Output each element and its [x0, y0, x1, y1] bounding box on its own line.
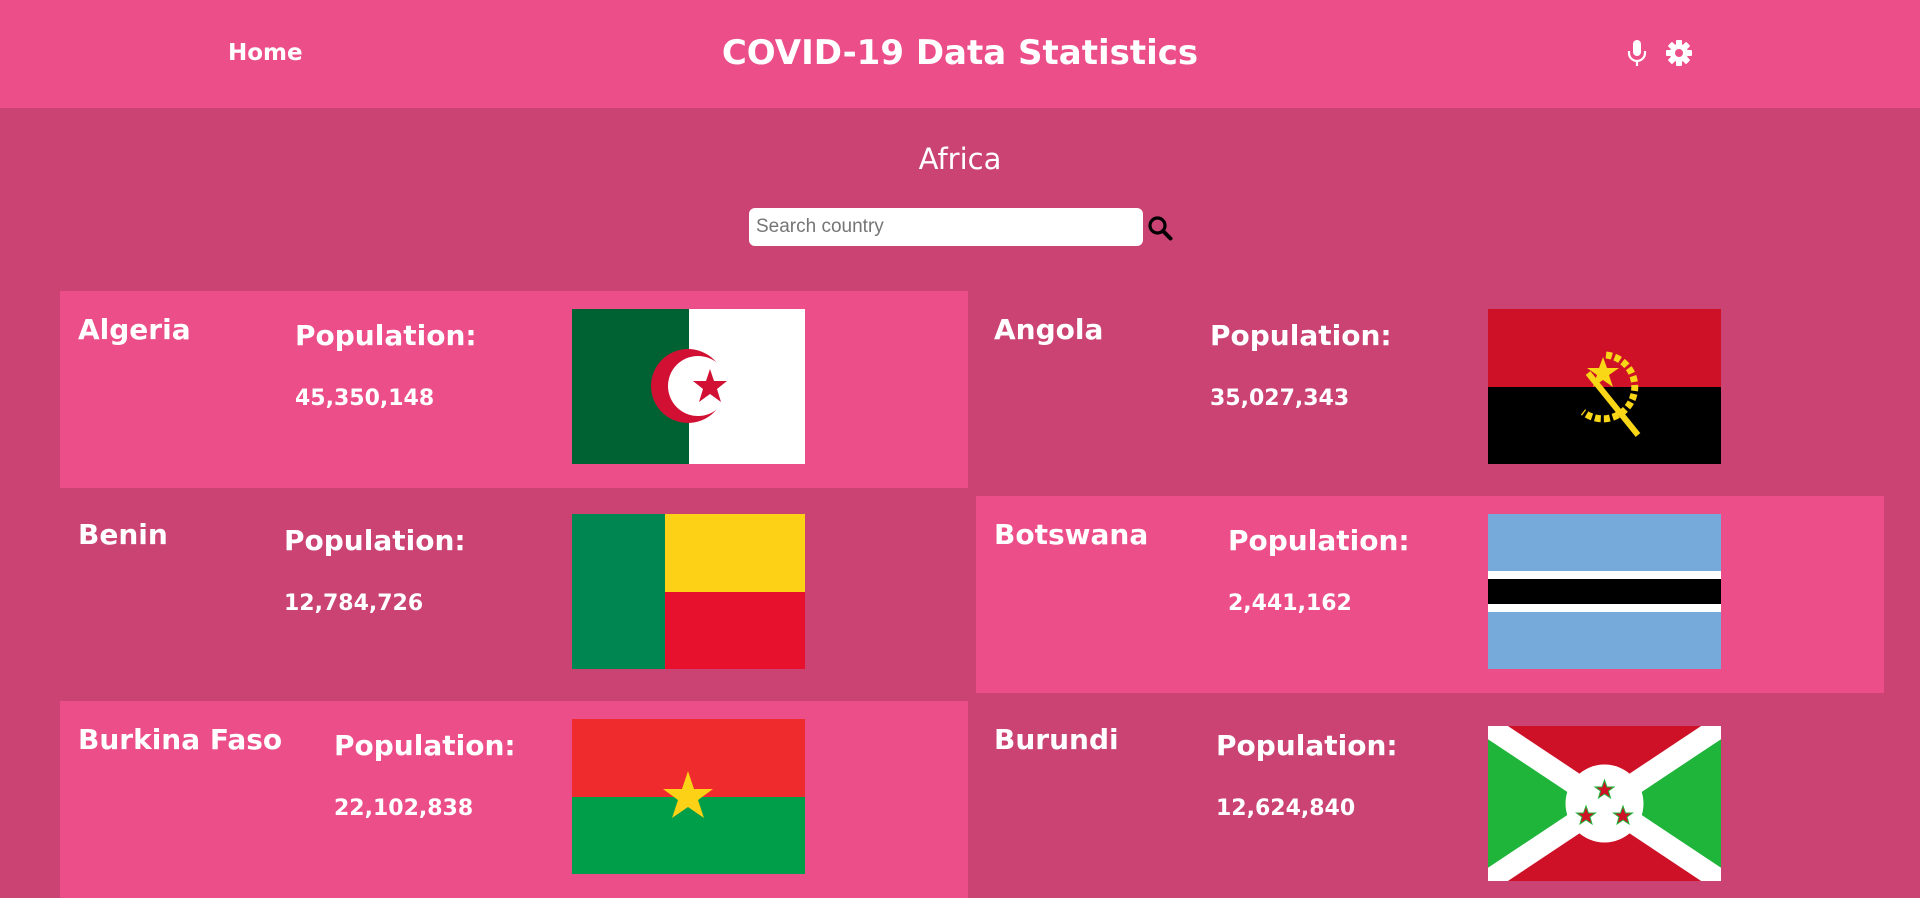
country-card-burundi[interactable]: Burundi Population: 12,624,840 [976, 701, 1884, 898]
burundi-flag [1488, 726, 1721, 881]
home-link[interactable]: Home [228, 40, 303, 66]
population-value: 12,624,840 [1216, 796, 1356, 821]
population-label: Population: [1210, 319, 1392, 352]
population-label: Population: [1228, 524, 1410, 557]
burkina-faso-flag [572, 719, 805, 874]
algeria-flag [572, 309, 805, 464]
app-title: COVID-19 Data Statistics [721, 33, 1199, 73]
population-label: Population: [284, 524, 466, 557]
microphone-icon[interactable] [1622, 38, 1652, 68]
country-name: Burundi [994, 723, 1119, 756]
population-value: 12,784,726 [284, 591, 424, 616]
country-name: Botswana [994, 518, 1149, 551]
country-card-burkina-faso[interactable]: Burkina Faso Population: 22,102,838 [60, 701, 968, 898]
population-value: 35,027,343 [1210, 386, 1350, 411]
country-name: Benin [78, 518, 168, 551]
angola-flag [1488, 309, 1721, 464]
gear-icon[interactable] [1664, 38, 1694, 68]
app-header: Home COVID-19 Data Statistics [0, 0, 1920, 108]
search-bar [749, 208, 1173, 246]
country-name: Algeria [78, 313, 191, 346]
search-input[interactable] [749, 208, 1143, 246]
region-title: Africa [918, 142, 1002, 176]
benin-flag [572, 514, 805, 669]
country-card-angola[interactable]: Angola Population: 35,027,343 [976, 291, 1884, 488]
botswana-flag [1488, 514, 1721, 669]
country-card-benin[interactable]: Benin Population: 12,784,726 [60, 496, 968, 693]
population-label: Population: [1216, 729, 1398, 762]
population-label: Population: [334, 729, 516, 762]
population-value: 2,441,162 [1228, 591, 1352, 616]
population-label: Population: [295, 319, 477, 352]
population-value: 45,350,148 [295, 386, 435, 411]
country-card-botswana[interactable]: Botswana Population: 2,441,162 [976, 496, 1884, 693]
country-card-algeria[interactable]: Algeria Population: 45,350,148 [60, 291, 968, 488]
country-name: Burkina Faso [78, 723, 283, 756]
population-value: 22,102,838 [334, 796, 474, 821]
search-icon[interactable] [1147, 215, 1173, 241]
country-name: Angola [994, 313, 1104, 346]
